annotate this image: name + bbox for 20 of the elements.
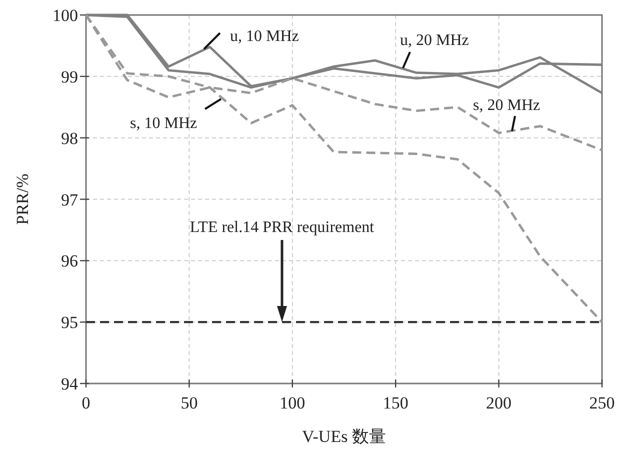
y-tick-label: 98 (61, 128, 78, 148)
y-axis-title: PRR/% (13, 174, 32, 225)
x-tick-label: 100 (280, 394, 306, 412)
annotation: LTE rel.14 PRR requirement (190, 219, 375, 236)
y-tick-label: 94 (61, 374, 78, 394)
y-tick-label: 100 (52, 6, 78, 25)
x-tick-label: 50 (180, 394, 198, 412)
x-tick-label: 250 (589, 394, 615, 412)
x-axis-title: V-UEs 数量 (302, 427, 386, 446)
y-tick-label: 95 (61, 313, 78, 332)
y-tick-label: 96 (61, 252, 78, 271)
y-tick-label: 97 (61, 190, 78, 210)
x-tick-label: 0 (82, 394, 90, 412)
x-tick-label: 150 (382, 394, 408, 412)
annotation: s, 10 MHz (130, 115, 198, 132)
annotation: u, 10 MHz (230, 28, 299, 45)
y-tick-label: 99 (61, 67, 78, 86)
x-tick-label: 200 (486, 394, 512, 412)
annotation: s, 20 MHz (473, 97, 540, 114)
annotation: u, 20 MHz (400, 32, 469, 49)
